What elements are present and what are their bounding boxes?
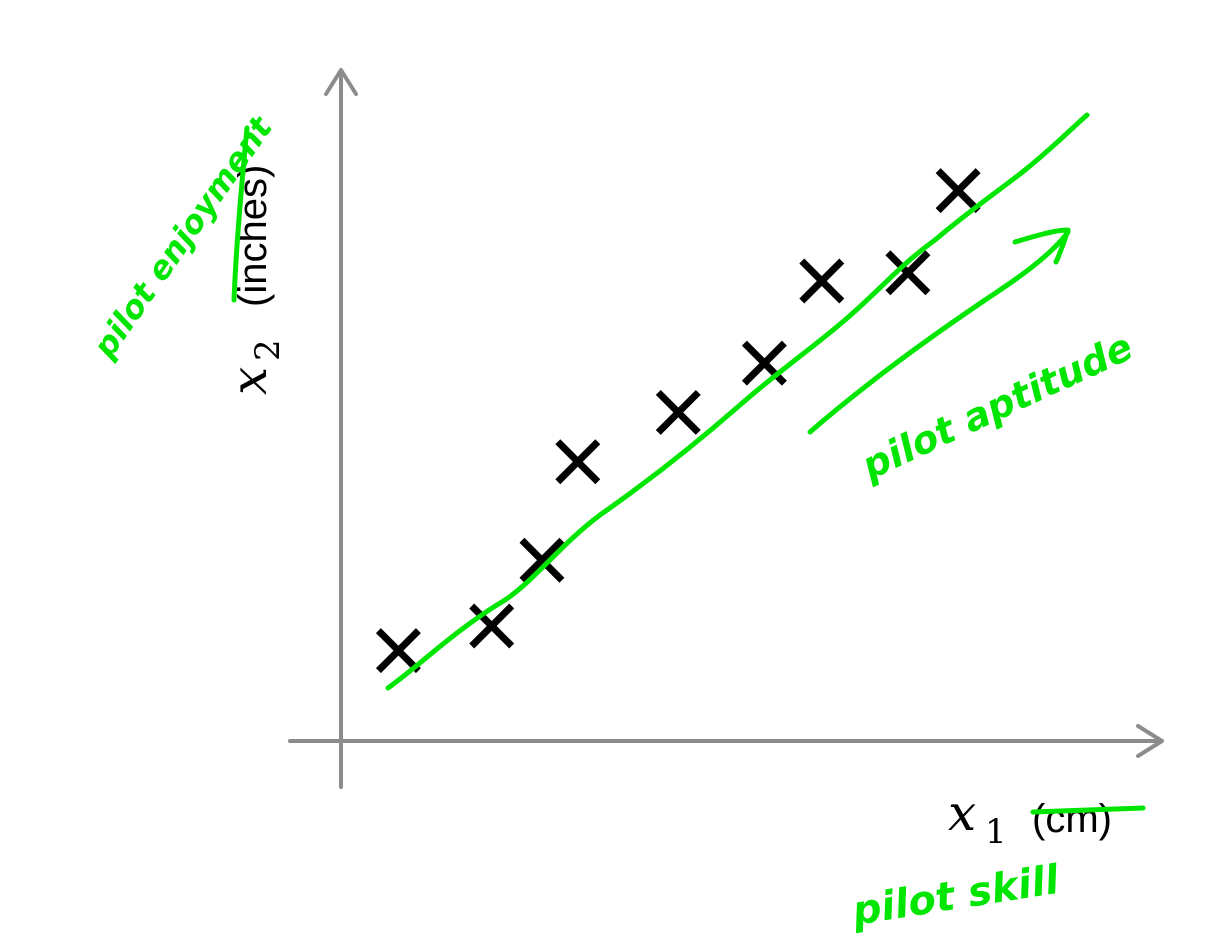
y-axis-label: x 2 (inches) — [220, 165, 288, 395]
data-point-6 — [741, 340, 787, 386]
annotation-pilot-aptitude: pilot aptitude — [854, 324, 1139, 488]
data-points — [375, 168, 981, 674]
data-point-2 — [469, 603, 515, 649]
data-point-3 — [519, 537, 565, 583]
fit-line — [385, 112, 1090, 691]
y-axis-var: x — [220, 367, 278, 395]
annotation-pilot-skill: pilot skill — [848, 857, 1063, 935]
x-axis — [288, 724, 1164, 758]
y-axis — [324, 68, 358, 789]
x-axis-subscript: 1 — [985, 812, 1007, 852]
x-unit-strikethrough — [1030, 805, 1146, 815]
data-point-1 — [375, 628, 421, 674]
axes — [288, 68, 1164, 789]
data-point-5 — [655, 389, 701, 435]
data-point-8 — [885, 250, 931, 296]
y-unit-strikethrough — [231, 125, 250, 303]
x-axis-label: x 1 (cm) — [948, 784, 1112, 852]
x-axis-var: x — [948, 784, 976, 842]
data-point-7 — [799, 258, 845, 304]
y-axis-subscript: 2 — [248, 339, 288, 361]
direction-arrow — [807, 227, 1071, 435]
data-point-9 — [935, 168, 981, 214]
x-axis-unit: (cm) — [1032, 797, 1112, 841]
data-point-4 — [555, 439, 601, 485]
